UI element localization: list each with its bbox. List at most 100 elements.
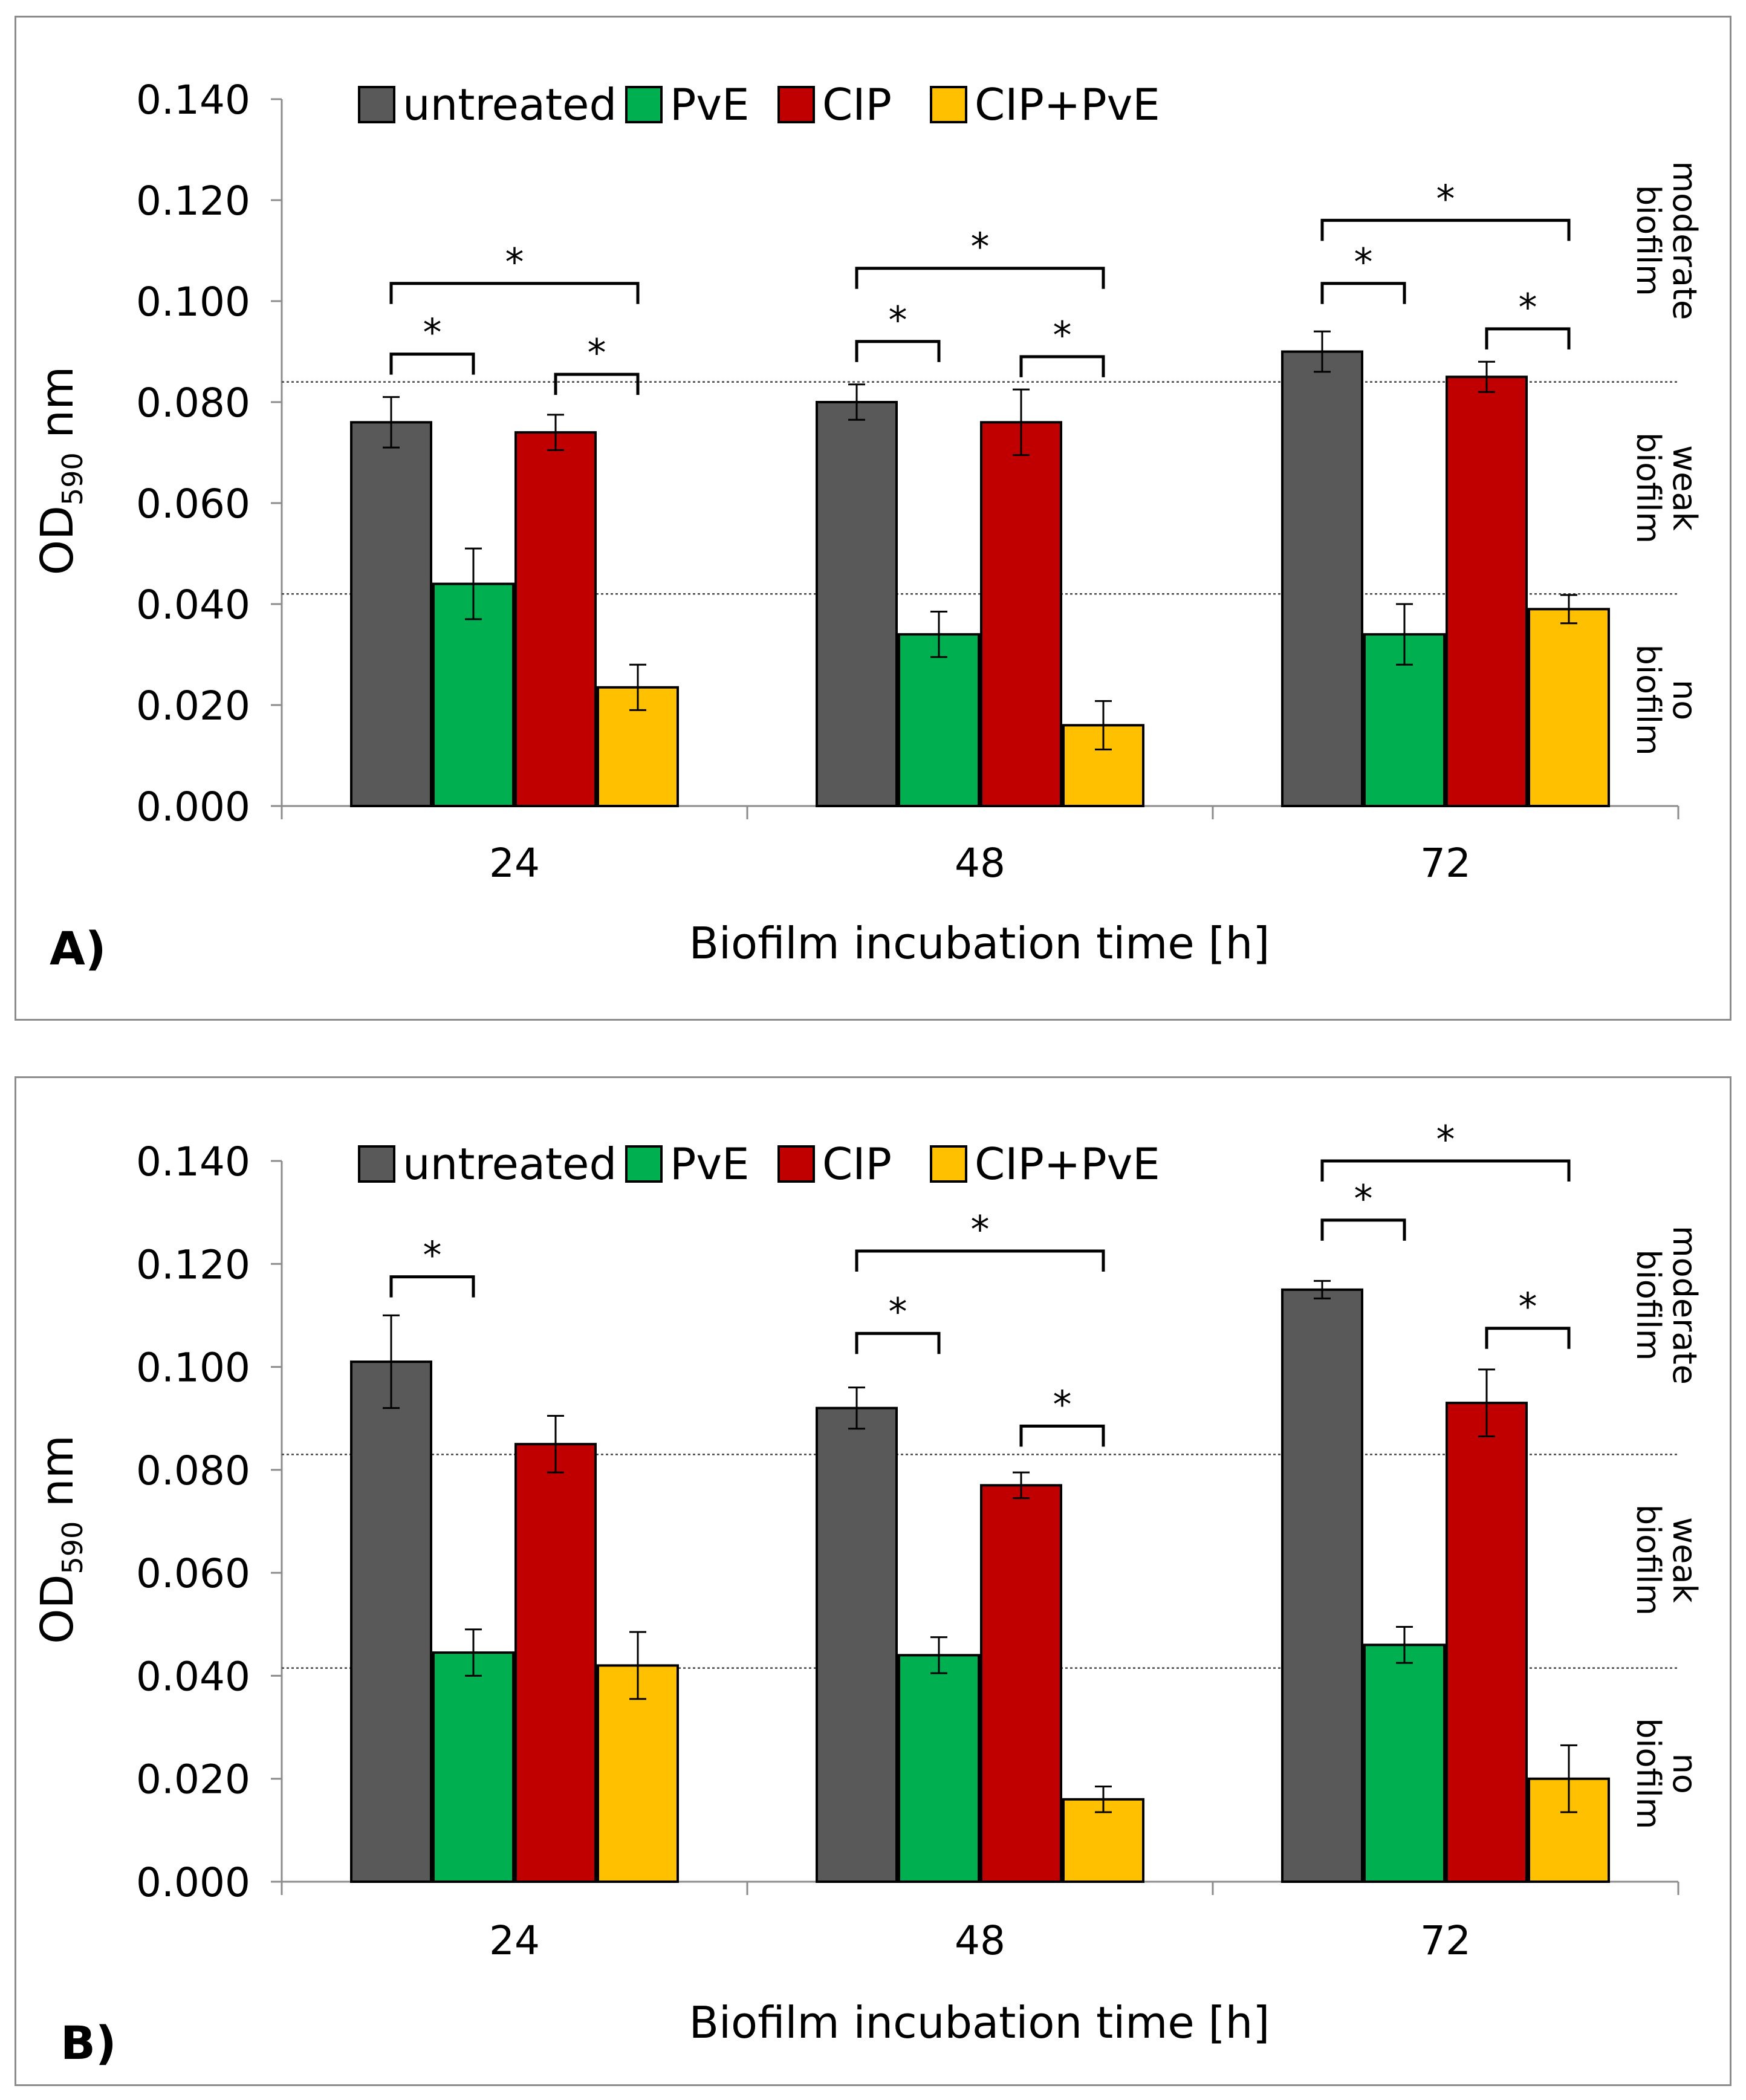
bar-cip <box>980 1484 1062 1883</box>
significance-star: * <box>423 311 442 355</box>
bar-untreated <box>1281 350 1363 807</box>
significance-star: * <box>1053 1382 1072 1426</box>
legend-label: PvE <box>670 79 750 130</box>
bar-cip <box>980 421 1062 807</box>
significance-bracket <box>855 267 1105 289</box>
zone-label: nobiofilm <box>1629 645 1704 756</box>
y-tick-label: 0.020 <box>136 1757 250 1803</box>
zone-label-line1: moderate <box>1666 1226 1704 1385</box>
y-tick-label: 0.000 <box>136 784 250 830</box>
zone-label-line1: moderate <box>1666 161 1704 320</box>
bar-pve <box>898 633 980 807</box>
y-tick-label: 0.080 <box>136 380 250 426</box>
significance-star: * <box>889 1290 907 1334</box>
significance-star: * <box>889 298 907 342</box>
zone-label: weakbiofilm <box>1629 432 1704 544</box>
legend-swatch <box>625 86 663 123</box>
significance-star: * <box>423 1234 442 1278</box>
significance-bracket <box>1485 327 1571 349</box>
significance-bracket <box>1320 282 1406 304</box>
bar-pve <box>1363 1643 1446 1883</box>
zone-label-line2: biofilm <box>1629 1249 1667 1360</box>
bar-pve <box>432 582 514 807</box>
y-tick-label: 0.080 <box>136 1448 250 1494</box>
y-tick-label: 0.000 <box>136 1859 250 1906</box>
bar-untreated <box>1281 1288 1363 1884</box>
bar-untreated <box>816 1406 898 1884</box>
y-tick-label: 0.020 <box>136 683 250 729</box>
y-tick-label: 0.100 <box>136 1345 250 1391</box>
bar-untreated <box>350 421 432 807</box>
significance-star: * <box>1436 1117 1455 1162</box>
bar-cip <box>514 1443 597 1883</box>
zone-label-line1: weak <box>1666 445 1704 531</box>
significance-star: * <box>1354 240 1373 284</box>
significance-bracket <box>1320 1159 1571 1182</box>
zone-label-line2: biofilm <box>1629 645 1667 756</box>
legend-label: CIP+PvE <box>975 79 1160 130</box>
y-axis-label: OD590 nm <box>31 366 89 576</box>
bar-pve <box>432 1651 514 1883</box>
significance-bracket <box>855 340 941 362</box>
y-axis-label-unit: nm <box>31 1435 83 1521</box>
x-tick-label: 72 <box>1420 1917 1471 1964</box>
bar-pve <box>898 1654 980 1883</box>
bar-cip <box>1446 1402 1528 1883</box>
x-tick-label: 48 <box>955 1917 1005 1964</box>
zone-label: weakbiofilm <box>1629 1504 1704 1616</box>
significance-star: * <box>1436 177 1455 221</box>
y-tick-label: 0.040 <box>136 582 250 628</box>
bar-cip <box>1446 375 1528 807</box>
x-tick-label: 24 <box>489 1917 540 1964</box>
y-tick-label: 0.120 <box>136 178 250 224</box>
significance-bracket <box>389 353 475 375</box>
significance-bracket <box>554 372 640 395</box>
zone-label-line2: biofilm <box>1629 432 1667 544</box>
y-tick-label: 0.140 <box>136 77 250 123</box>
zone-label-line2: biofilm <box>1629 1718 1667 1829</box>
legend-label: untreated <box>403 1139 617 1189</box>
x-axis-label: Biofilm incubation time [h] <box>689 1997 1270 2048</box>
significance-star: * <box>505 240 524 284</box>
x-tick-label: 48 <box>955 840 1005 886</box>
significance-bracket <box>1485 1327 1571 1349</box>
y-axis-label-sub: 590 <box>56 452 89 505</box>
significance-star: * <box>588 331 606 375</box>
significance-star: * <box>971 225 990 269</box>
significance-bracket <box>855 1249 1105 1272</box>
bar-cip <box>514 431 597 807</box>
significance-bracket <box>855 1331 941 1354</box>
y-tick-label: 0.060 <box>136 1550 250 1597</box>
significance-bracket <box>389 1275 475 1298</box>
x-tick-label: 72 <box>1420 840 1471 886</box>
bar-cip-pve <box>1528 608 1610 807</box>
legend-swatch <box>777 86 815 123</box>
significance-bracket <box>1320 218 1571 241</box>
y-tick-label: 0.140 <box>136 1139 250 1185</box>
significance-bracket <box>1019 355 1105 377</box>
legend-label: PvE <box>670 1139 750 1189</box>
bar-untreated <box>350 1360 432 1883</box>
legend-label: CIP <box>822 79 892 130</box>
panel-label: A) <box>50 922 106 975</box>
zone-label: moderatebiofilm <box>1629 1226 1704 1385</box>
y-tick-label: 0.040 <box>136 1653 250 1700</box>
y-axis-label: OD590 nm <box>31 1435 89 1644</box>
legend-swatch <box>358 1145 395 1183</box>
x-tick-label: 24 <box>489 840 540 886</box>
bar-untreated <box>816 401 898 807</box>
zone-label: moderatebiofilm <box>1629 161 1704 320</box>
zone-label-line1: weak <box>1666 1517 1704 1603</box>
significance-star: * <box>1354 1177 1373 1221</box>
y-tick-label: 0.100 <box>136 279 250 325</box>
zone-label-line1: no <box>1666 680 1704 720</box>
legend-label: CIP <box>822 1139 892 1189</box>
x-axis-label: Biofilm incubation time [h] <box>689 918 1270 969</box>
significance-bracket <box>389 282 640 304</box>
panel-a: 0.000 0.020 0.040 0.060 0.080 0.100 0.120 0.140… <box>31 77 1704 975</box>
panel-b: 0.000 0.020 0.040 0.060 0.080 0.100 0.120 0.140… <box>31 1117 1704 2070</box>
y-axis-label-main: OD <box>31 505 83 575</box>
y-axis-label-main: OD <box>31 1575 83 1644</box>
legend-swatch <box>625 1145 663 1183</box>
zone-label-line2: biofilm <box>1629 1504 1667 1616</box>
